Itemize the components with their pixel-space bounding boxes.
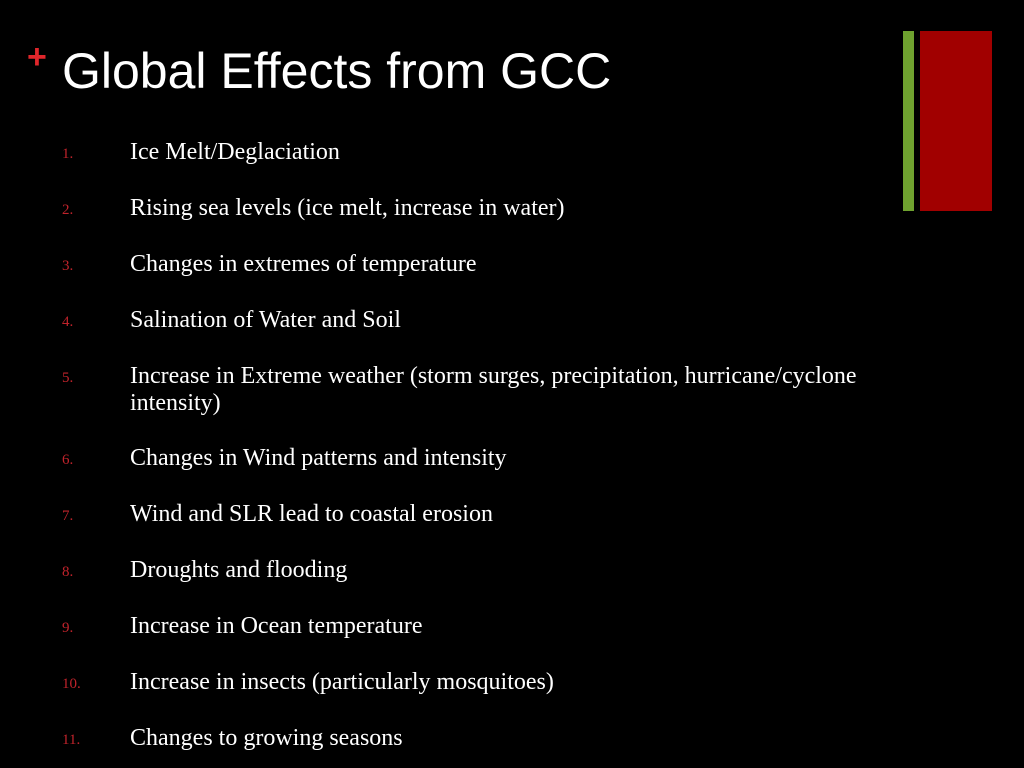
slide-title: Global Effects from GCC [62,43,612,99]
list-item-text: Ice Melt/Deglaciation [130,139,340,165]
list-item-number: 8. [62,564,74,580]
list-item-number: 6. [62,452,74,468]
list-item-text: Rising sea levels (ice melt, increase in… [130,195,565,221]
list-item-text: Increase in Extreme weather (storm surge… [130,363,857,416]
list-item-number: 2. [62,202,74,218]
list-item-number: 11. [62,732,81,748]
list-item-text: Droughts and flooding [130,557,348,583]
title-plus-marker: + [27,38,47,76]
list-item-text: Salination of Water and Soil [130,307,401,333]
list-item-number: 10. [62,676,81,692]
list-item-text: Changes in extremes of temperature [130,251,477,277]
red-accent-bar [920,31,992,211]
list-item-number: 3. [62,258,74,274]
list-item-text: Increase in Ocean temperature [130,613,423,639]
list-item-number: 5. [62,370,74,386]
list-item-number: 7. [62,508,74,524]
green-accent-bar [903,31,914,211]
list-item-text: Increase in insects (particularly mosqui… [130,669,554,695]
list-item-number: 1. [62,146,74,162]
list-item-text: Changes to growing seasons [130,725,403,751]
list-item-text: Changes in Wind patterns and intensity [130,445,507,471]
list-item-number: 4. [62,314,74,330]
list-item-text: Wind and SLR lead to coastal erosion [130,501,493,527]
list-item-number: 9. [62,620,74,636]
